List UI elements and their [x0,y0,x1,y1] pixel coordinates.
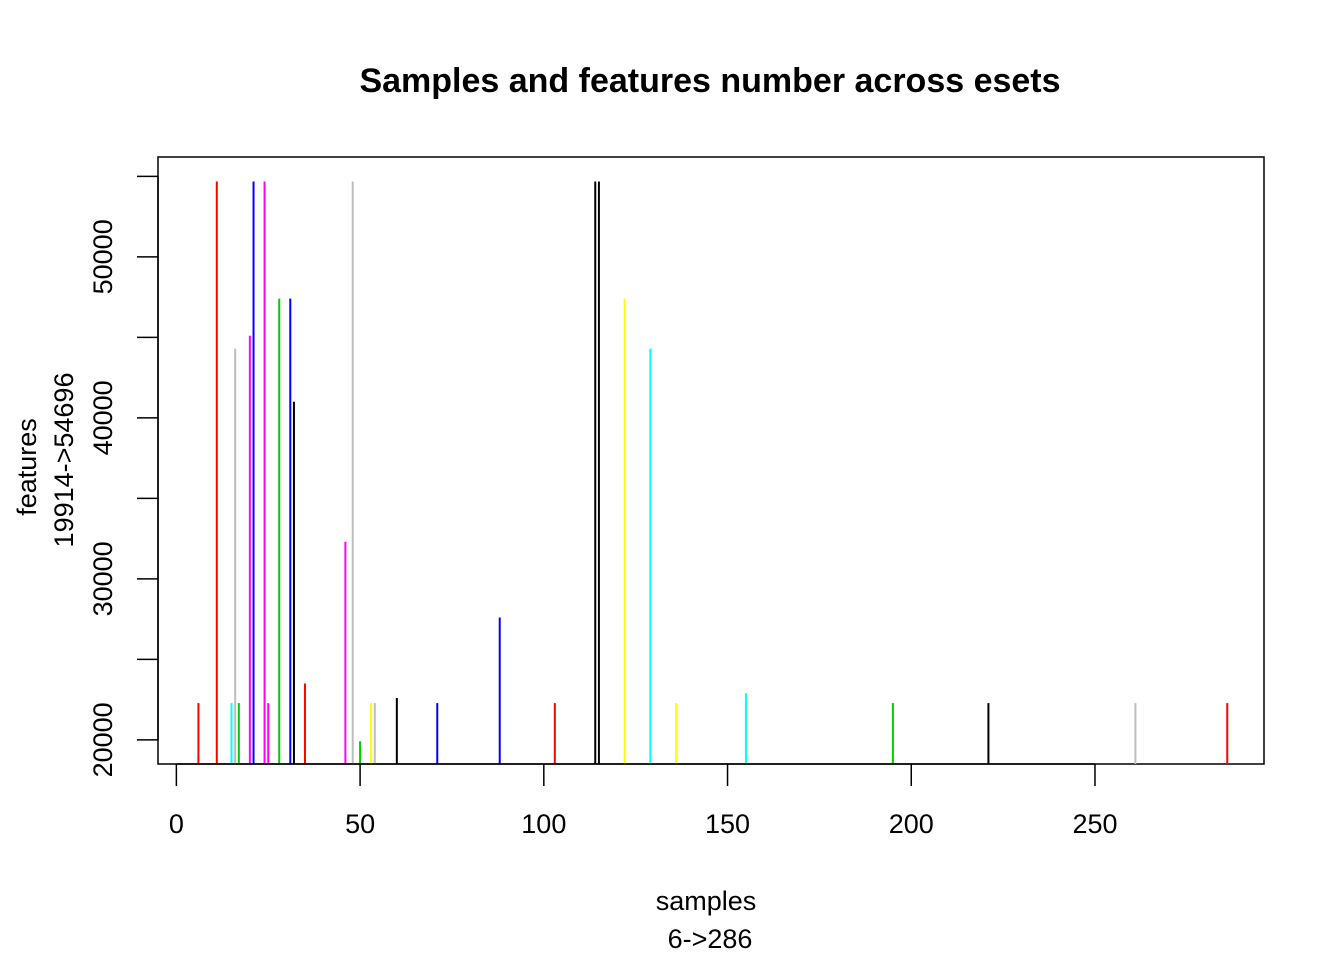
y-axis-sublabel: 19914->54696 [49,373,79,548]
x-axis-sublabel: 6->286 [668,924,753,954]
x-tick-label-3: 150 [705,809,750,839]
x-tick-label-0: 0 [169,809,184,839]
x-tick-label-1: 50 [345,809,375,839]
y-axis-label: features [12,418,42,516]
x-tick-label-2: 100 [521,809,566,839]
y-tick-label-4: 40000 [88,380,118,455]
y-tick-label-2: 30000 [88,541,118,616]
y-tick-label-0: 20000 [88,702,118,777]
x-axis-label: samples [656,886,757,916]
x-tick-label-4: 200 [889,809,934,839]
bars [197,181,1229,764]
x-tick-label-5: 250 [1072,809,1117,839]
y-axis: 20000 30000 40000 50000 [88,175,159,777]
chart-title: Samples and features number across esets [359,62,1060,100]
plot-frame [157,156,1265,765]
x-axis: 0 50 100 150 200 250 [169,763,1118,839]
y-tick-label-6: 50000 [88,219,118,294]
